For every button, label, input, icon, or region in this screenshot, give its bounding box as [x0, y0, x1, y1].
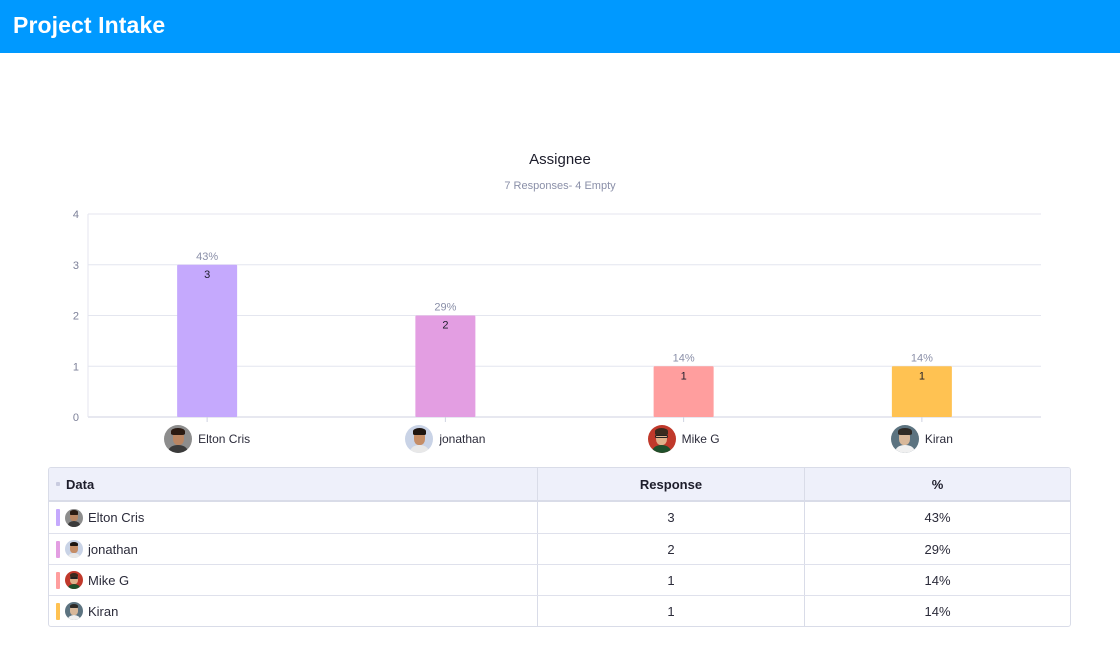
y-tick-label: 3 — [73, 260, 79, 272]
column-header-percent[interactable]: % — [931, 476, 944, 492]
cell-response: 3 — [538, 502, 805, 533]
table-row[interactable]: jonathan 2 29% — [49, 533, 1070, 564]
avatar — [890, 425, 919, 453]
y-tick-label: 4 — [73, 209, 79, 221]
y-tick-label: 0 — [73, 412, 79, 424]
table-row[interactable]: Mike G 1 14% — [49, 564, 1070, 595]
bar-value-label: 1 — [919, 370, 925, 382]
bar-percent-label: 14% — [673, 352, 695, 364]
bar-chart: 0 1 2 3 4 43% 3 29% 2 14% 1 14% 1 — [73, 209, 1041, 424]
chart-subtitle: 7 Responses- 4 Empty — [504, 180, 616, 192]
table-row[interactable]: Elton Cris 3 43% — [49, 502, 1070, 533]
data-table: Data Response % Elton Cris 3 43% jonathan 2 2… — [48, 467, 1071, 627]
bar — [653, 366, 714, 417]
bar-percent-label: 14% — [911, 352, 933, 364]
row-label: Elton Cris — [88, 510, 145, 525]
avatar — [405, 425, 434, 453]
table-row[interactable]: Kiran 1 14% — [49, 595, 1070, 626]
bar-percent-label: 43% — [196, 251, 218, 263]
x-category-label: Kiran — [890, 424, 953, 454]
column-header-data-label: Data — [66, 476, 95, 492]
table-header: Data Response % — [49, 468, 1070, 502]
column-header-response[interactable]: Response — [538, 468, 805, 500]
y-tick-label: 2 — [73, 311, 79, 323]
avatar — [65, 571, 83, 589]
cell-response: 2 — [538, 534, 805, 564]
cell-response: 1 — [538, 565, 805, 595]
page-title: Project Intake — [13, 12, 166, 38]
avatar — [65, 540, 83, 558]
avatar — [65, 508, 83, 527]
x-category-label: jonathan — [405, 424, 485, 454]
cell-label: Mike G — [49, 565, 538, 595]
cell-label: Elton Cris — [49, 502, 538, 533]
bar — [415, 315, 476, 417]
cell-percent: 43% — [924, 510, 951, 525]
bar — [177, 264, 238, 417]
sort-handle-icon[interactable] — [56, 482, 60, 486]
y-tick-label: 1 — [73, 361, 79, 373]
cell-label: jonathan — [49, 534, 538, 564]
color-swatch — [56, 509, 60, 526]
x-category-label: Mike G — [647, 424, 720, 454]
color-swatch — [56, 602, 60, 620]
bar-value-label: 3 — [204, 269, 210, 281]
cell-percent: 14% — [924, 603, 951, 619]
top-bar: Project Intake — [0, 0, 1120, 53]
table-body: Elton Cris 3 43% jonathan 2 29% Mike G 1 14% Kira… — [49, 502, 1070, 626]
x-category-label: Elton Cris — [164, 424, 250, 454]
avatar — [65, 602, 83, 620]
bar — [891, 366, 952, 417]
avatar — [647, 425, 676, 453]
cell-percent: 14% — [924, 572, 951, 588]
color-swatch — [56, 571, 60, 589]
x-category-text: jonathan — [439, 432, 486, 446]
color-swatch — [56, 540, 60, 558]
row-label: jonathan — [88, 541, 138, 557]
bar-value-label: 1 — [681, 370, 687, 382]
x-category-text: Mike G — [681, 432, 720, 446]
row-label: Kiran — [88, 603, 119, 619]
cell-percent: 29% — [924, 541, 951, 557]
row-label: Mike G — [88, 572, 130, 588]
x-category-text: Elton Cris — [198, 432, 251, 446]
x-category-text: Kiran — [924, 432, 953, 446]
cell-label: Kiran — [49, 596, 538, 626]
avatar — [164, 425, 193, 453]
chart-title: Assignee — [529, 151, 591, 168]
bar-value-label: 2 — [442, 320, 448, 332]
bar-percent-label: 29% — [434, 302, 456, 314]
column-header-data[interactable]: Data — [49, 468, 538, 500]
cell-response: 1 — [538, 596, 805, 626]
